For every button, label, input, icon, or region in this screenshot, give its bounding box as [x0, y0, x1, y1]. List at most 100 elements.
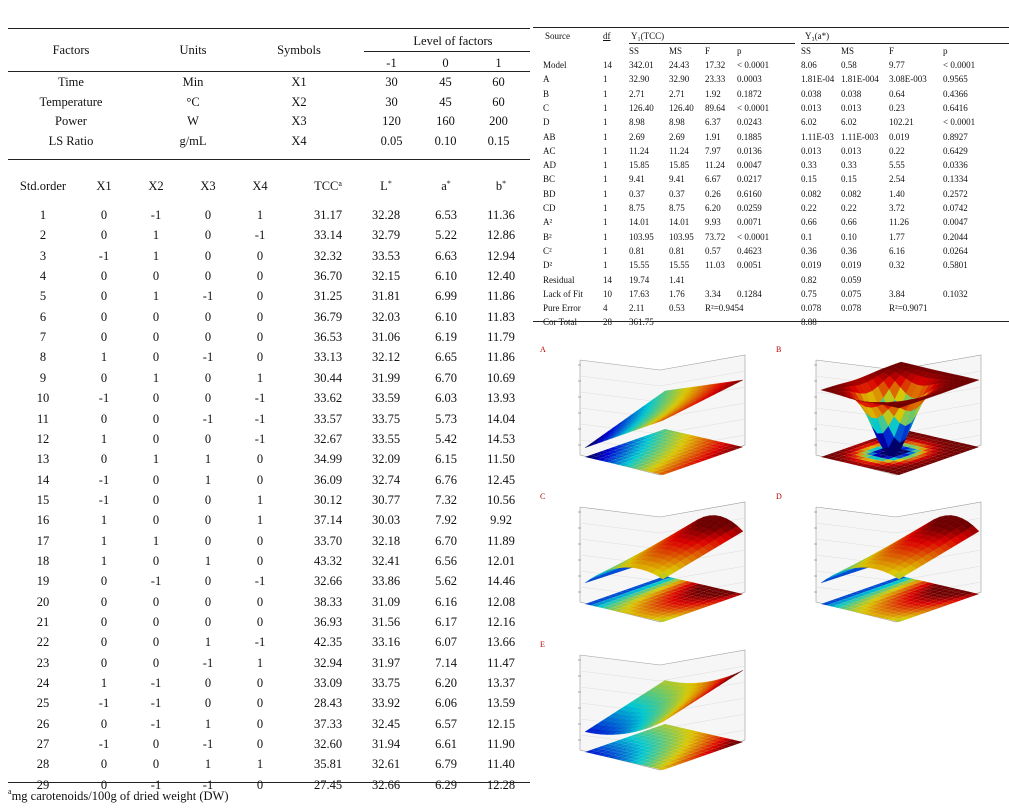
- anova-cell: 1.11E-03: [801, 131, 834, 142]
- header-factors: Factors: [52, 43, 90, 57]
- anova-cell: 3.08E-003: [889, 74, 927, 85]
- cell-std-order: 18: [36, 553, 50, 568]
- cell-x4: 1: [256, 370, 264, 385]
- cell-x2: 0: [152, 330, 160, 345]
- table-row: 3 -1 1 0 0 32.32 33.53 6.63 12.94: [8, 246, 530, 268]
- cell-x3: 0: [204, 370, 212, 385]
- cell-tcc: 33.57: [313, 411, 343, 426]
- anova-cell: 361.75: [629, 317, 654, 328]
- table-row: 18 1 0 1 0 43.32 32.41 6.56 12.01: [8, 551, 530, 573]
- anova-cell: 6.16: [889, 245, 905, 256]
- anova-cell: 8.98: [629, 117, 645, 128]
- plot-label: D: [776, 492, 782, 501]
- anova-cell: 1: [603, 245, 608, 256]
- anova-subheader: p: [943, 46, 948, 56]
- anova-cell: 0.0136: [737, 145, 762, 156]
- anova-cell: 1: [603, 131, 608, 142]
- cell-std-order: 15: [36, 492, 50, 507]
- run-header-b: b*: [473, 176, 529, 196]
- cell-std-order: 16: [36, 513, 50, 528]
- run-header-l: L*: [358, 176, 414, 196]
- anova-source: BC: [543, 174, 556, 185]
- anova-subheader: MS: [669, 46, 683, 56]
- anova-cell: 0.81: [669, 245, 685, 256]
- cell-x4: -1: [254, 574, 266, 589]
- anova-cell: 28: [603, 317, 612, 328]
- anova-cell: 14.01: [669, 217, 690, 228]
- cell-tcc: 33.13: [313, 350, 343, 365]
- anova-cell: 0.0047: [737, 160, 762, 171]
- cell-x3: 0: [204, 533, 212, 548]
- plot-label: A: [540, 345, 546, 354]
- cell-tcc: 37.33: [313, 716, 343, 731]
- cell-x1: -1: [98, 472, 110, 487]
- cell-std-order: 2: [39, 228, 47, 243]
- anova-cell: 0.0051: [737, 260, 762, 271]
- anova-cell: 1: [603, 188, 608, 199]
- cell-x1: -1: [98, 696, 110, 711]
- anova-cell: 0.26: [705, 188, 721, 199]
- anova-subheader: F: [705, 46, 711, 56]
- cell-x1: 0: [100, 309, 108, 324]
- anova-cell: 0.2572: [943, 188, 968, 199]
- bottom-rule: [8, 782, 530, 783]
- anova-cell: 89.64: [705, 102, 726, 113]
- cell-std-order: 11: [36, 411, 50, 426]
- cell-a-star: 5.62: [435, 574, 457, 589]
- anova-source: CD: [543, 203, 556, 213]
- b-text: b: [495, 179, 503, 193]
- cell-std-order: 19: [36, 574, 50, 589]
- factor-level-high: 0.15: [487, 133, 510, 148]
- anova-row: D 1 8.98 8.98 6.37 0.0243 6.02 6.02 102.21 < 0.00…: [533, 116, 1009, 130]
- anova-cell: 8.06: [801, 60, 817, 70]
- cell-b-star: 12.28: [486, 777, 516, 792]
- cell-x2: 1: [152, 248, 160, 263]
- cell-x2: -1: [150, 777, 162, 792]
- anova-cell: 0.8927: [943, 131, 968, 142]
- cell-std-order: 10: [36, 391, 50, 406]
- cell-a-star: 6.29: [435, 777, 457, 792]
- cell-l-star: 32.45: [371, 716, 401, 731]
- anova-source: A²: [543, 217, 553, 228]
- cell-x3: 0: [204, 431, 212, 446]
- anova-cell: 0.5801: [943, 260, 968, 271]
- cell-a-star: 6.79: [435, 757, 457, 772]
- cell-x4: 1: [256, 492, 264, 507]
- anova-cell: 15.55: [669, 260, 690, 271]
- cell-x3: 0: [204, 492, 212, 507]
- anova-cell: 15.85: [669, 160, 690, 171]
- cell-x4: 0: [256, 248, 264, 263]
- cell-x1: 0: [100, 452, 108, 467]
- factor-level-mid: 160: [436, 114, 455, 128]
- anova-cell: 0.75: [801, 288, 817, 299]
- factor-level-high: 200: [489, 114, 508, 128]
- cell-std-order: 12: [36, 431, 50, 446]
- anova-cell: 0.37: [669, 188, 685, 199]
- anova-subheader: F: [889, 46, 895, 56]
- table-row: 17 1 1 0 0 33.70 32.18 6.70 11.89: [8, 531, 530, 553]
- cell-x1: 0: [100, 757, 108, 772]
- cell-x1: 0: [100, 330, 108, 345]
- header-units: Units: [179, 43, 207, 57]
- cell-x3: 0: [204, 513, 212, 528]
- cell-a-star: 7.32: [435, 492, 457, 507]
- cell-x1: -1: [98, 248, 110, 263]
- cell-l-star: 33.92: [371, 696, 401, 711]
- anova-cell: 0.58: [841, 60, 857, 70]
- cell-x4: -1: [254, 228, 266, 243]
- cell-x4: 1: [256, 513, 264, 528]
- anova-source: C: [543, 102, 550, 113]
- cell-b-star: 12.45: [486, 472, 516, 487]
- anova-top-rule: [533, 27, 1009, 28]
- anova-cell: 9.93: [705, 217, 721, 228]
- anova-cell: 0.078: [801, 303, 822, 314]
- cell-x1: 1: [100, 513, 108, 528]
- anova-cell: 0.1872: [737, 88, 762, 99]
- anova-cell: 1: [603, 203, 608, 213]
- run-header-row: Std.order X1 X2 X3 X4 TCCa L* a* b*: [8, 176, 530, 198]
- cell-x3: 1: [204, 716, 212, 731]
- cell-a-star: 6.70: [435, 370, 457, 385]
- surface-plot-e: E: [540, 640, 758, 790]
- cell-x2: 0: [152, 615, 160, 629]
- anova-cell: 0.64: [889, 88, 905, 99]
